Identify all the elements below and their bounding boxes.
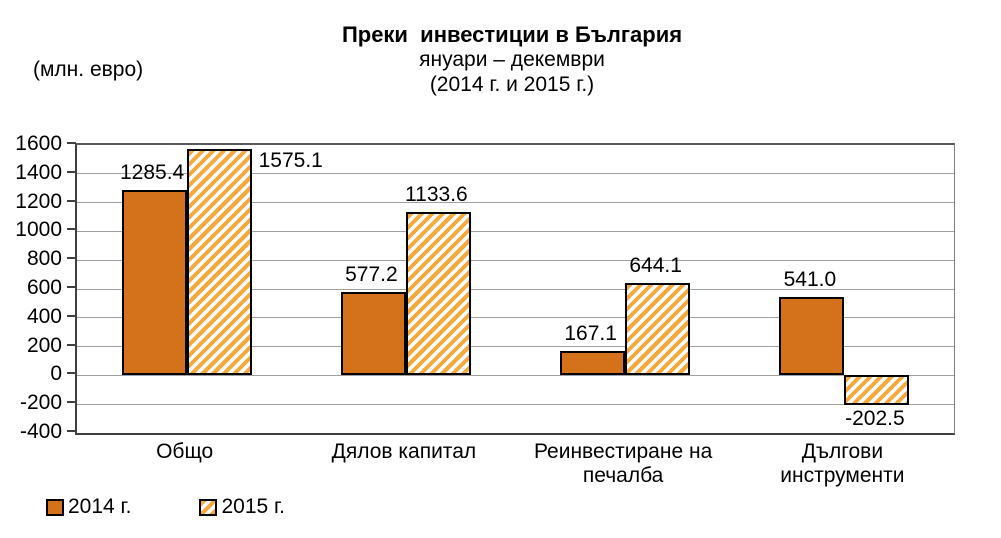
category-label-2: Реинвестиране на печалба <box>533 440 713 487</box>
legend-swatch-solid-icon <box>46 498 64 516</box>
bar-2015-0 <box>186 148 252 376</box>
value-label: 167.1 <box>564 322 617 346</box>
legend: 2014 г. 2015 г. <box>46 495 343 519</box>
bar-2015-1 <box>405 212 471 376</box>
category-label-1: Дялов капитал <box>331 440 477 463</box>
legend-label: 2014 г. <box>68 495 132 518</box>
gridline <box>77 230 954 232</box>
y-tick-label: 1600 <box>15 132 62 155</box>
y-tick-label: 1000 <box>15 218 62 242</box>
value-label: 577.2 <box>345 263 398 287</box>
y-axis-tick <box>67 401 76 404</box>
y-axis-tick <box>67 199 76 202</box>
y-tick-label: -200 <box>19 391 62 415</box>
legend-label: 2015 г. <box>221 495 285 518</box>
plot-area <box>75 143 955 435</box>
bar-2014-0 <box>121 190 187 376</box>
y-axis-tick <box>67 372 76 375</box>
y-tick-label: 1200 <box>15 189 62 213</box>
value-label: 1285.4 <box>120 161 185 185</box>
y-tick-label: 800 <box>26 247 62 271</box>
y-tick-label: 0 <box>50 362 62 386</box>
bar-2015-2 <box>625 282 691 376</box>
gridline <box>77 259 954 261</box>
legend-item-2015: 2015 г. <box>199 495 285 519</box>
bar-2014-1 <box>340 292 406 376</box>
title-block: Преки инвестиции в България януари – дек… <box>0 22 1001 97</box>
bar-2014-2 <box>560 351 626 376</box>
y-axis-tick <box>67 257 76 260</box>
y-tick-label: 200 <box>26 333 62 357</box>
y-axis-tick <box>67 228 76 231</box>
legend-swatch-hatched-icon <box>199 498 218 516</box>
bar-2015-3 <box>844 375 910 405</box>
gridline <box>77 202 954 204</box>
chart-subtitle-period: януари – декември <box>419 48 605 71</box>
y-tick-label: 1400 <box>15 160 62 184</box>
y-tick-label: 600 <box>26 276 62 299</box>
y-tick-label: 400 <box>26 304 62 328</box>
value-label: 541.0 <box>783 268 837 292</box>
chart-subtitle-years: (2014 г. и 2015 г.) <box>429 73 595 96</box>
gridline <box>77 288 954 290</box>
y-axis-tick <box>67 170 76 173</box>
y-axis-tick <box>67 142 76 144</box>
y-axis-unit-label: (млн. евро) <box>33 58 144 81</box>
gridline <box>77 374 954 376</box>
value-label: 644.1 <box>629 253 682 277</box>
bar-2014-3 <box>779 297 845 376</box>
chart-title: Преки инвестиции в България <box>341 22 683 47</box>
y-axis-tick <box>67 286 76 288</box>
gridline <box>77 173 954 175</box>
legend-item-2014: 2014 г. <box>46 495 131 519</box>
y-axis-tick <box>67 314 76 317</box>
y-axis-tick <box>67 430 76 432</box>
gridline <box>77 346 954 348</box>
gridline <box>77 403 954 405</box>
value-label: 1133.6 <box>405 183 468 207</box>
y-tick-label: -400 <box>19 420 62 443</box>
y-axis-tick <box>67 343 76 346</box>
category-label-0: Общо <box>156 440 214 463</box>
value-label: -202.5 <box>845 406 905 430</box>
category-label-3: Дългови инструменти <box>780 440 905 487</box>
gridline <box>77 317 954 319</box>
value-label: 1575.1 <box>258 148 323 172</box>
